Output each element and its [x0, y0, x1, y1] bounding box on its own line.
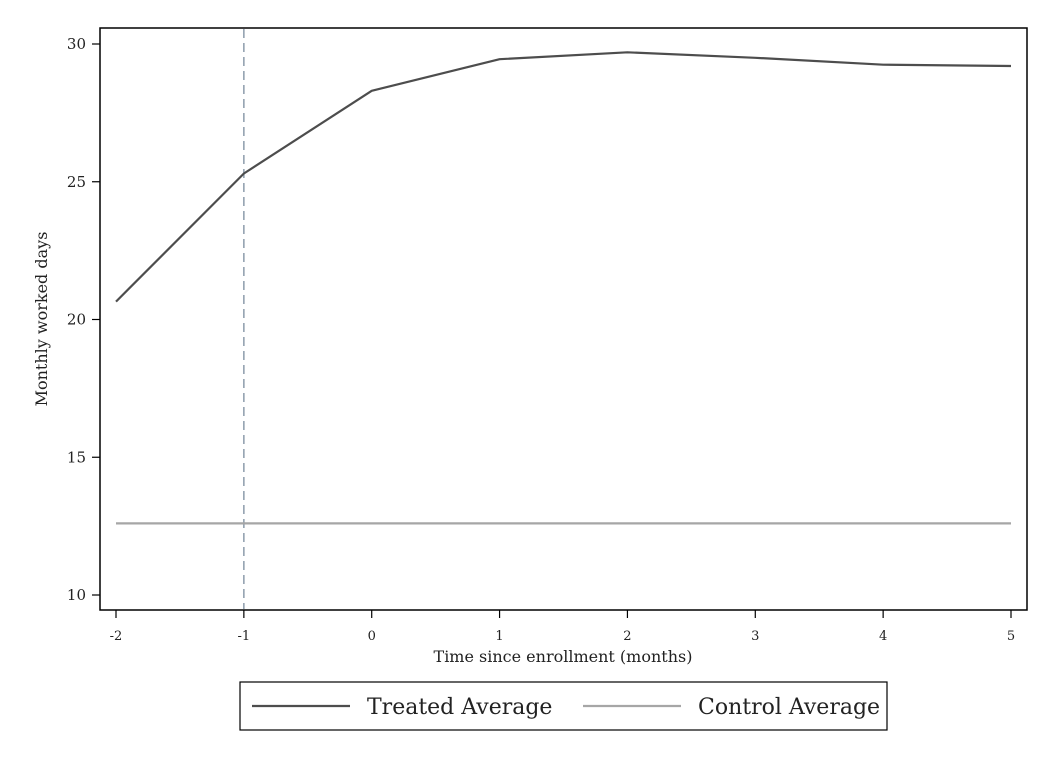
x-axis: -2 -1 0 1 2 3 4 5: [110, 610, 1015, 644]
x-tick-label: -1: [238, 629, 251, 644]
legend: Treated Average Control Average: [239, 681, 888, 731]
y-tick-label: 20: [67, 311, 86, 329]
x-tick-label: 5: [1007, 629, 1015, 644]
x-tick-label: 2: [623, 629, 631, 644]
y-tick-label: 30: [67, 35, 86, 53]
x-tick-label: 3: [751, 629, 759, 644]
series-line-treated: [115, 51, 1012, 303]
y-tick-label: 15: [67, 448, 86, 466]
y-axis-title: Monthly worked days: [32, 232, 51, 407]
y-tick-label: 25: [67, 173, 86, 191]
y-axis: 10 15 20 25 30: [67, 35, 100, 604]
legend-label-control: Control Average: [698, 695, 880, 720]
x-tick-label: 0: [368, 629, 376, 644]
x-tick-label: -2: [110, 629, 123, 644]
x-tick-label: 1: [495, 629, 503, 644]
plot-area: [99, 27, 1028, 611]
legend-label-treated: Treated Average: [367, 695, 552, 720]
x-axis-title: Time since enrollment (months): [434, 647, 693, 666]
x-tick-label: 4: [879, 629, 887, 644]
series-layer: [115, 51, 1012, 525]
y-tick-label: 10: [67, 586, 86, 604]
